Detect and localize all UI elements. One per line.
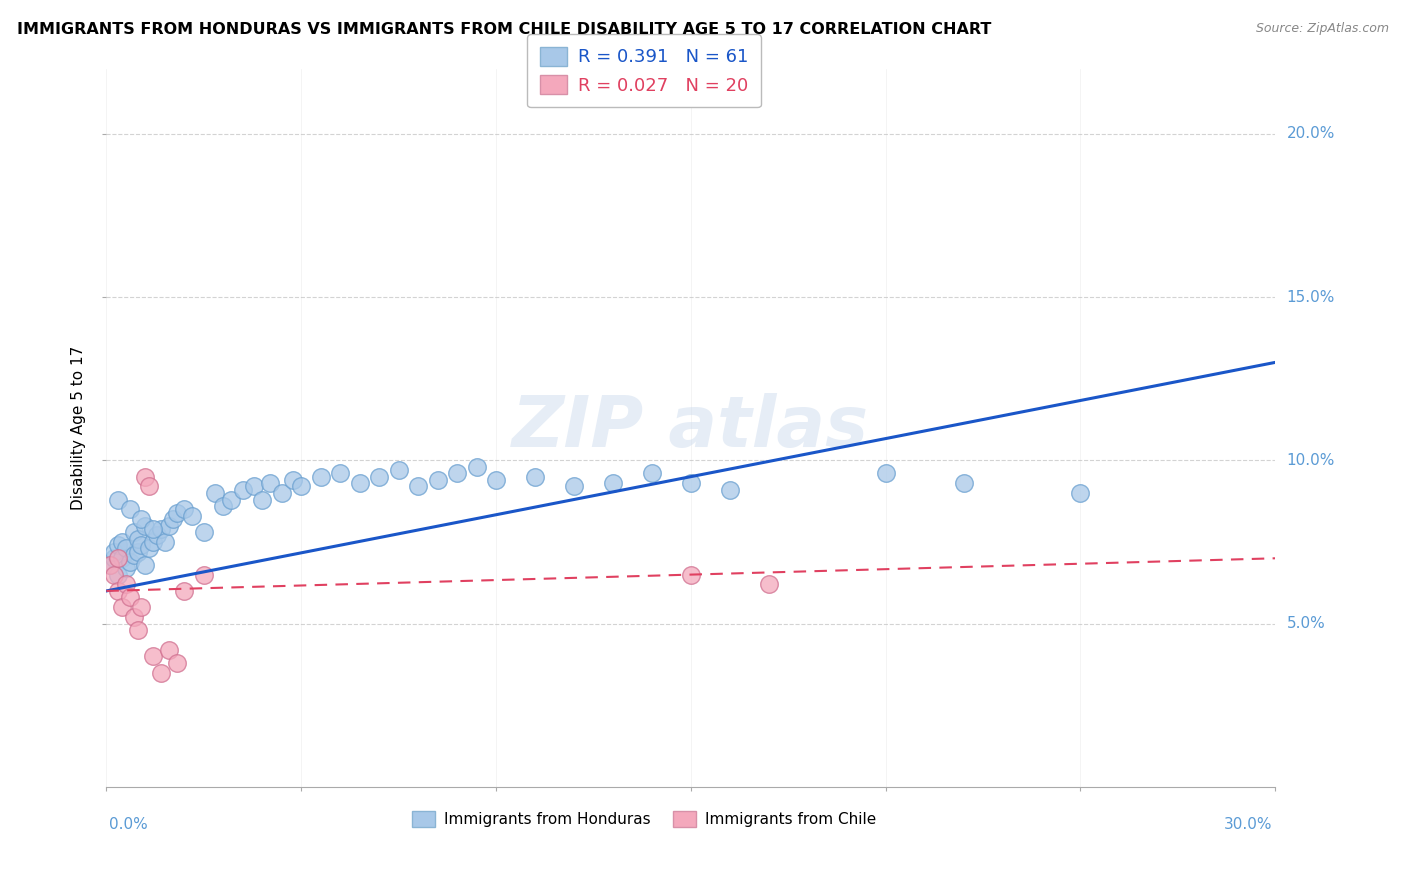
Point [115, 561, 138, 575]
Point [388, 463, 411, 477]
Point [758, 577, 780, 591]
Point [122, 610, 145, 624]
Point [118, 502, 141, 516]
Point [122, 548, 145, 562]
Point [329, 467, 352, 481]
Point [131, 538, 153, 552]
Text: 0.0%: 0.0% [110, 817, 148, 832]
Text: Source: ZipAtlas.com: Source: ZipAtlas.com [1256, 22, 1389, 36]
Point [131, 512, 153, 526]
Point [602, 476, 624, 491]
Point [115, 577, 138, 591]
Text: 5.0%: 5.0% [1286, 616, 1324, 631]
Point [173, 502, 195, 516]
Point [149, 665, 172, 680]
Point [349, 476, 371, 491]
Point [138, 541, 160, 556]
Point [162, 512, 184, 526]
Point [107, 567, 129, 582]
Point [679, 476, 702, 491]
Point [485, 473, 508, 487]
Point [718, 483, 741, 497]
Text: IMMIGRANTS FROM HONDURAS VS IMMIGRANTS FROM CHILE DISABILITY AGE 5 TO 17 CORRELA: IMMIGRANTS FROM HONDURAS VS IMMIGRANTS F… [17, 22, 991, 37]
Point [679, 567, 702, 582]
Point [173, 583, 195, 598]
Point [142, 535, 165, 549]
Point [193, 525, 215, 540]
Point [283, 473, 305, 487]
Point [142, 522, 165, 536]
Point [142, 649, 165, 664]
Legend: Immigrants from Honduras, Immigrants from Chile: Immigrants from Honduras, Immigrants fro… [405, 805, 883, 833]
Point [181, 508, 204, 523]
Point [157, 518, 180, 533]
Y-axis label: Disability Age 5 to 17: Disability Age 5 to 17 [72, 345, 86, 510]
Point [232, 483, 254, 497]
Point [465, 459, 488, 474]
Point [111, 600, 134, 615]
Point [259, 476, 281, 491]
Point [641, 467, 664, 481]
Point [406, 479, 429, 493]
Point [426, 473, 449, 487]
Point [219, 492, 242, 507]
Point [952, 476, 974, 491]
Point [98, 558, 121, 572]
Point [103, 567, 125, 582]
Point [103, 551, 125, 566]
Point [138, 479, 160, 493]
Point [118, 555, 141, 569]
Point [131, 600, 153, 615]
Point [212, 499, 235, 513]
Point [115, 541, 138, 556]
Point [153, 535, 176, 549]
Point [134, 469, 156, 483]
Text: 10.0%: 10.0% [1286, 453, 1334, 467]
Point [107, 492, 129, 507]
Point [107, 538, 129, 552]
Point [204, 486, 226, 500]
Text: ZIP atlas: ZIP atlas [512, 393, 869, 462]
Point [270, 486, 292, 500]
Point [875, 467, 897, 481]
Text: 15.0%: 15.0% [1286, 290, 1334, 304]
Point [368, 469, 391, 483]
Point [243, 479, 266, 493]
Point [166, 656, 188, 670]
Point [562, 479, 585, 493]
Point [523, 469, 546, 483]
Point [107, 583, 129, 598]
Point [127, 623, 149, 637]
Point [157, 642, 180, 657]
Point [446, 467, 468, 481]
Point [127, 532, 149, 546]
Point [98, 558, 121, 572]
Point [122, 525, 145, 540]
Text: 30.0%: 30.0% [1225, 817, 1272, 832]
Point [290, 479, 312, 493]
Point [111, 551, 134, 566]
Point [1069, 486, 1091, 500]
Point [149, 522, 172, 536]
Point [309, 469, 332, 483]
Point [134, 518, 156, 533]
Point [127, 545, 149, 559]
Point [252, 492, 274, 507]
Point [107, 551, 129, 566]
Point [103, 545, 125, 559]
Point [134, 558, 156, 572]
Point [146, 528, 169, 542]
Text: 20.0%: 20.0% [1286, 127, 1334, 141]
Point [193, 567, 215, 582]
Point [118, 591, 141, 605]
Point [111, 535, 134, 549]
Point [166, 506, 188, 520]
